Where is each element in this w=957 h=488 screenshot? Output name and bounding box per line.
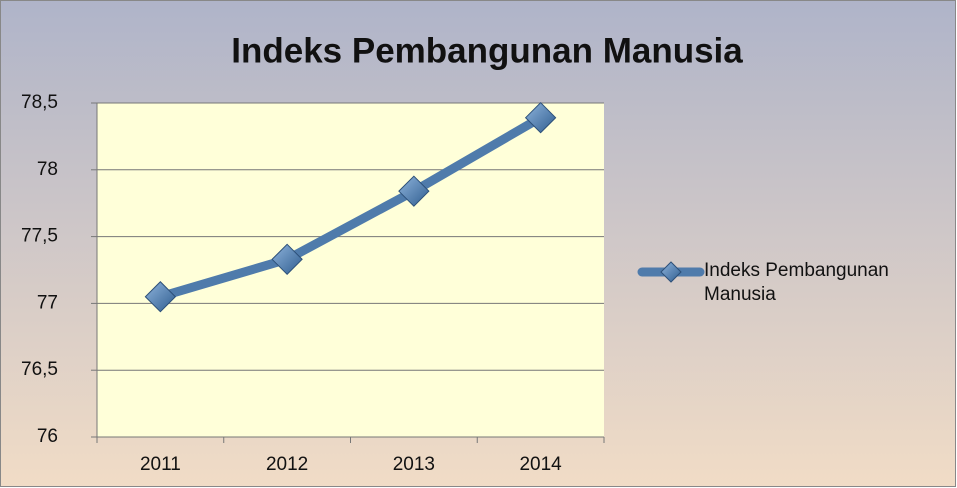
x-tick-label: 2011 xyxy=(140,454,181,475)
y-tick-label: 76,5 xyxy=(21,359,58,380)
chart-title: Indeks Pembangunan Manusia xyxy=(231,31,743,70)
x-tick-label: 2014 xyxy=(519,454,562,475)
x-tick-label: 2013 xyxy=(393,454,435,475)
y-tick-label: 78 xyxy=(37,159,58,180)
legend-marker xyxy=(660,261,682,283)
y-tick-label: 77 xyxy=(37,292,58,313)
data-point xyxy=(398,175,430,207)
x-tick-label: 2012 xyxy=(266,454,308,475)
y-tick-label: 77,5 xyxy=(21,226,58,247)
legend-label: Indeks Pembangunan Manusia xyxy=(704,260,889,305)
y-tick-label: 78,5 xyxy=(21,92,58,113)
y-tick-label: 76 xyxy=(37,426,58,447)
data-point xyxy=(524,101,557,134)
data-point xyxy=(144,281,177,313)
data-point xyxy=(271,243,303,276)
series-line xyxy=(155,113,546,302)
plot-area xyxy=(97,103,604,437)
